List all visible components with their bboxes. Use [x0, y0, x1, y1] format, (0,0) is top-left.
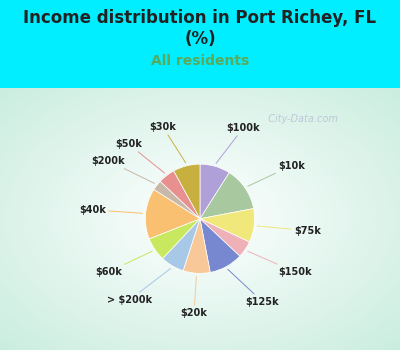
Text: $200k: $200k: [92, 156, 154, 183]
Text: $10k: $10k: [248, 161, 305, 186]
Text: $125k: $125k: [228, 270, 279, 307]
Text: City-Data.com: City-Data.com: [262, 114, 338, 124]
Wedge shape: [183, 219, 210, 273]
Text: $60k: $60k: [95, 251, 152, 277]
Wedge shape: [160, 171, 200, 219]
Text: $150k: $150k: [248, 251, 312, 277]
Wedge shape: [146, 189, 200, 239]
Wedge shape: [174, 164, 200, 219]
Text: > $200k: > $200k: [107, 268, 171, 305]
Text: $30k: $30k: [150, 122, 186, 163]
Wedge shape: [149, 219, 200, 259]
Text: $100k: $100k: [216, 123, 260, 163]
Text: $40k: $40k: [79, 205, 142, 215]
Wedge shape: [200, 164, 229, 219]
Wedge shape: [154, 181, 200, 219]
Text: $20k: $20k: [181, 276, 208, 318]
Wedge shape: [200, 173, 254, 219]
Text: All residents: All residents: [151, 54, 249, 68]
Text: Income distribution in Port Richey, FL
(%): Income distribution in Port Richey, FL (…: [24, 9, 376, 48]
Wedge shape: [200, 209, 254, 242]
Text: $50k: $50k: [115, 139, 165, 173]
Wedge shape: [163, 219, 200, 271]
Wedge shape: [200, 219, 240, 272]
Text: $75k: $75k: [257, 226, 321, 236]
Wedge shape: [200, 219, 250, 256]
